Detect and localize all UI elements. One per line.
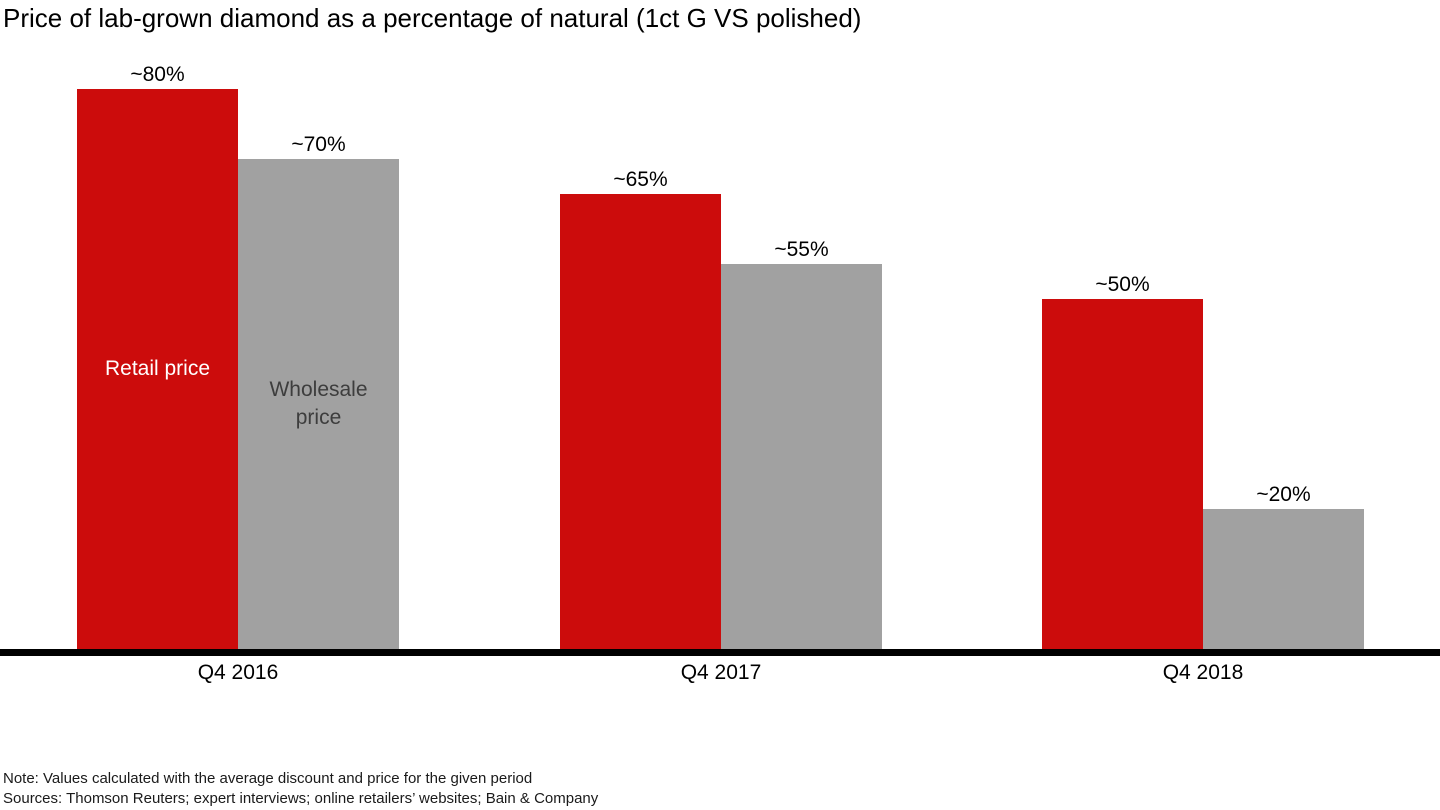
value-label-retail-price-q4-2017: ~65% xyxy=(613,168,668,191)
chart-title: Price of lab-grown diamond as a percenta… xyxy=(3,3,862,33)
value-label-wholesale-price-q4-2016: ~70% xyxy=(291,133,346,156)
value-label-wholesale-price-q4-2018: ~20% xyxy=(1256,483,1311,506)
series-label-wholesale-price: Wholesale price xyxy=(269,378,368,429)
x-axis-line xyxy=(0,649,1440,656)
bar-retail-price-q4-2016 xyxy=(77,89,238,649)
bar-wholesale-price-q4-2016 xyxy=(238,159,399,649)
value-label-retail-price-q4-2018: ~50% xyxy=(1095,273,1150,296)
value-label-wholesale-price-q4-2017: ~55% xyxy=(774,238,829,261)
bar-wholesale-price-q4-2017 xyxy=(721,264,882,649)
bar-retail-price-q4-2018 xyxy=(1042,299,1203,649)
series-label-retail-price: Retail price xyxy=(104,357,211,380)
x-tick-q4-2018: Q4 2018 xyxy=(1162,661,1244,684)
x-tick-q4-2016: Q4 2016 xyxy=(197,661,279,684)
footer: Note: Values calculated with the average… xyxy=(3,769,598,809)
x-tick-q4-2017: Q4 2017 xyxy=(680,661,762,684)
bar-wholesale-price-q4-2018 xyxy=(1203,509,1364,649)
value-label-retail-price-q4-2016: ~80% xyxy=(130,63,185,86)
note-text: Note: Values calculated with the average… xyxy=(3,770,533,787)
bar-retail-price-q4-2017 xyxy=(560,194,721,649)
sources-text: Sources: Thomson Reuters; expert intervi… xyxy=(3,790,599,807)
